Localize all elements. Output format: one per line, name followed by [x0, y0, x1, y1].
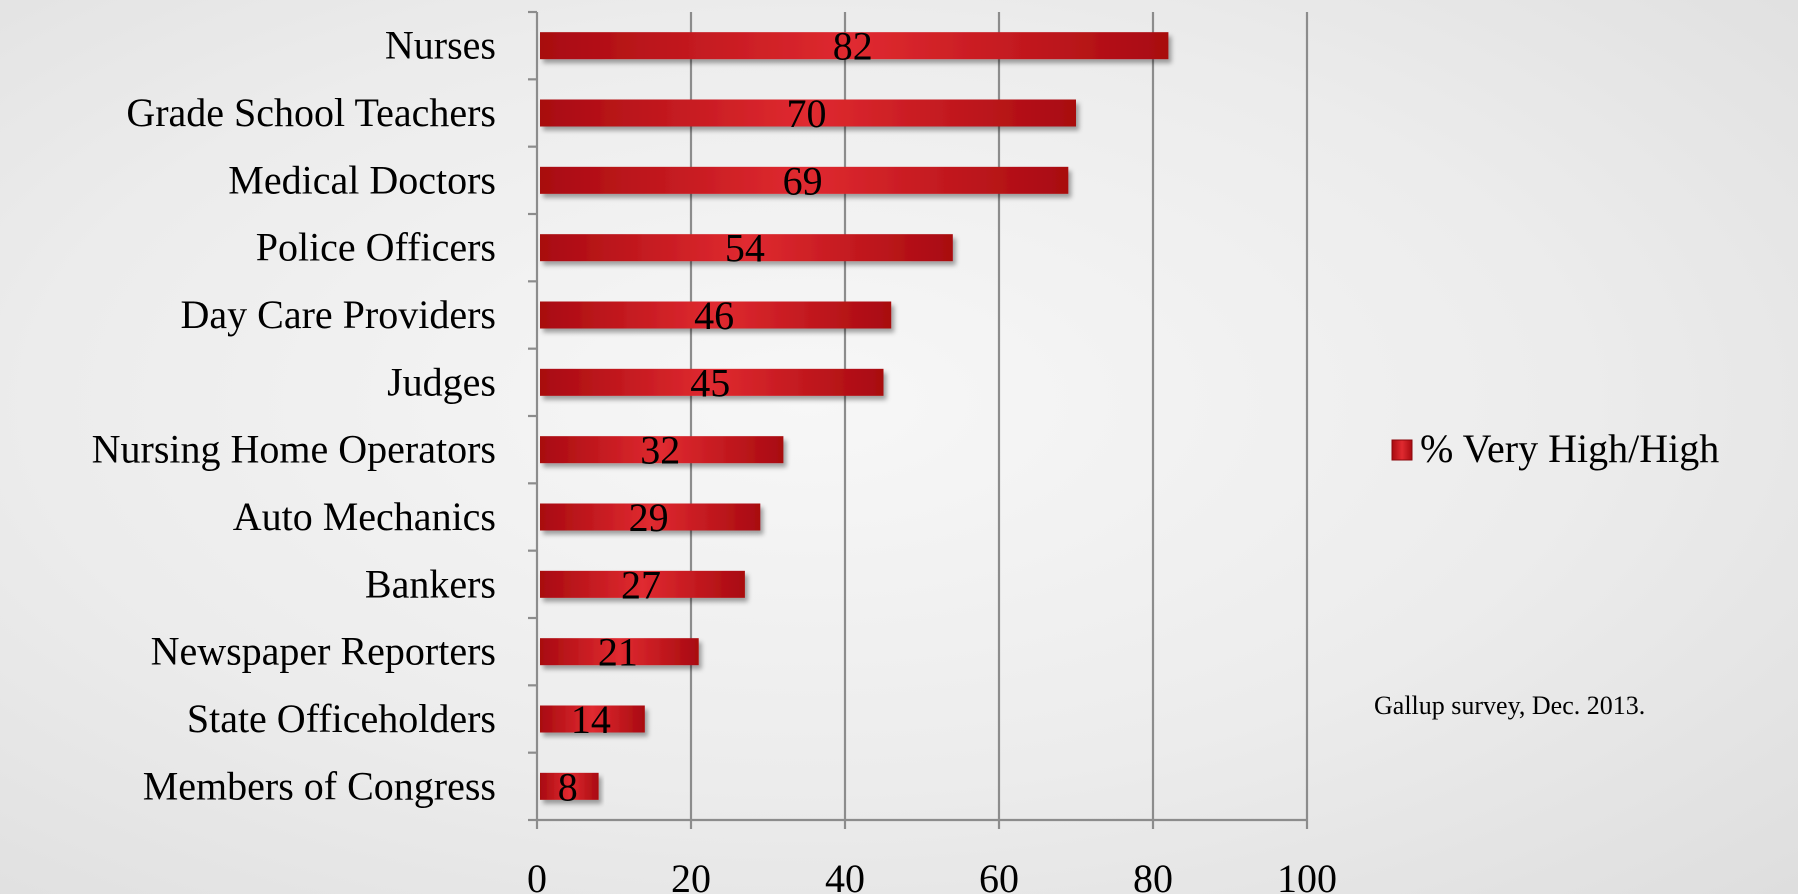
source-note: Gallup survey, Dec. 2013. [1374, 691, 1646, 720]
data-label: 29 [629, 495, 669, 540]
category-label: Day Care Providers [181, 292, 496, 337]
data-label: 45 [690, 360, 730, 405]
x-tick-label: 100 [1277, 856, 1337, 894]
axes [528, 10, 1309, 829]
bar-bankers [540, 570, 745, 598]
category-label: Auto Mechanics [233, 494, 496, 539]
data-label: 46 [694, 293, 734, 338]
x-tick-label: 0 [527, 856, 547, 894]
bar-state-officeholders [540, 705, 645, 733]
bar-newspaper-reporters [540, 638, 699, 666]
data-label: 27 [621, 562, 661, 607]
category-label: Medical Doctors [228, 157, 496, 202]
bar-auto-mechanics [540, 503, 761, 531]
category-label: Police Officers [256, 225, 496, 270]
legend-swatch [1391, 439, 1413, 461]
bar-grade-school-teachers [540, 99, 1076, 127]
category-label: Bankers [365, 561, 496, 606]
grid-lines [689, 12, 1309, 820]
x-tick-label: 80 [1133, 856, 1173, 894]
bars [540, 32, 1169, 800]
bar-police-officers [540, 234, 953, 262]
data-label: 14 [571, 697, 611, 742]
bar-nursing-home-operators [540, 436, 784, 464]
data-label: 54 [725, 226, 765, 271]
category-label: Judges [387, 359, 496, 404]
bar-day-care-providers [540, 301, 892, 329]
data-label: 69 [783, 158, 823, 203]
x-tick-labels: 0 20 40 60 80 100 [527, 856, 1337, 894]
data-label: 21 [598, 630, 638, 675]
data-label: 8 [558, 764, 578, 809]
category-label: Members of Congress [143, 763, 496, 808]
x-tick-label: 40 [825, 856, 865, 894]
data-label: 32 [640, 428, 680, 473]
category-labels: Nurses Grade School Teachers Medical Docto… [92, 23, 496, 809]
data-label: 70 [787, 91, 827, 136]
category-label: Nursing Home Operators [92, 427, 496, 472]
category-label: Grade School Teachers [126, 90, 496, 135]
x-tick-label: 60 [979, 856, 1019, 894]
legend-label: % Very High/High [1420, 426, 1719, 471]
bar-medical-doctors [540, 166, 1069, 194]
bar-judges [540, 368, 884, 396]
category-label: Nurses [385, 23, 496, 68]
category-label: Newspaper Reporters [151, 629, 496, 674]
data-label: 82 [833, 24, 873, 69]
bar-members-of-congress [540, 772, 599, 800]
category-label: State Officeholders [187, 696, 496, 741]
legend: % Very High/High [1391, 426, 1719, 471]
bar-nurses [540, 32, 1169, 60]
x-tick-label: 20 [671, 856, 711, 894]
